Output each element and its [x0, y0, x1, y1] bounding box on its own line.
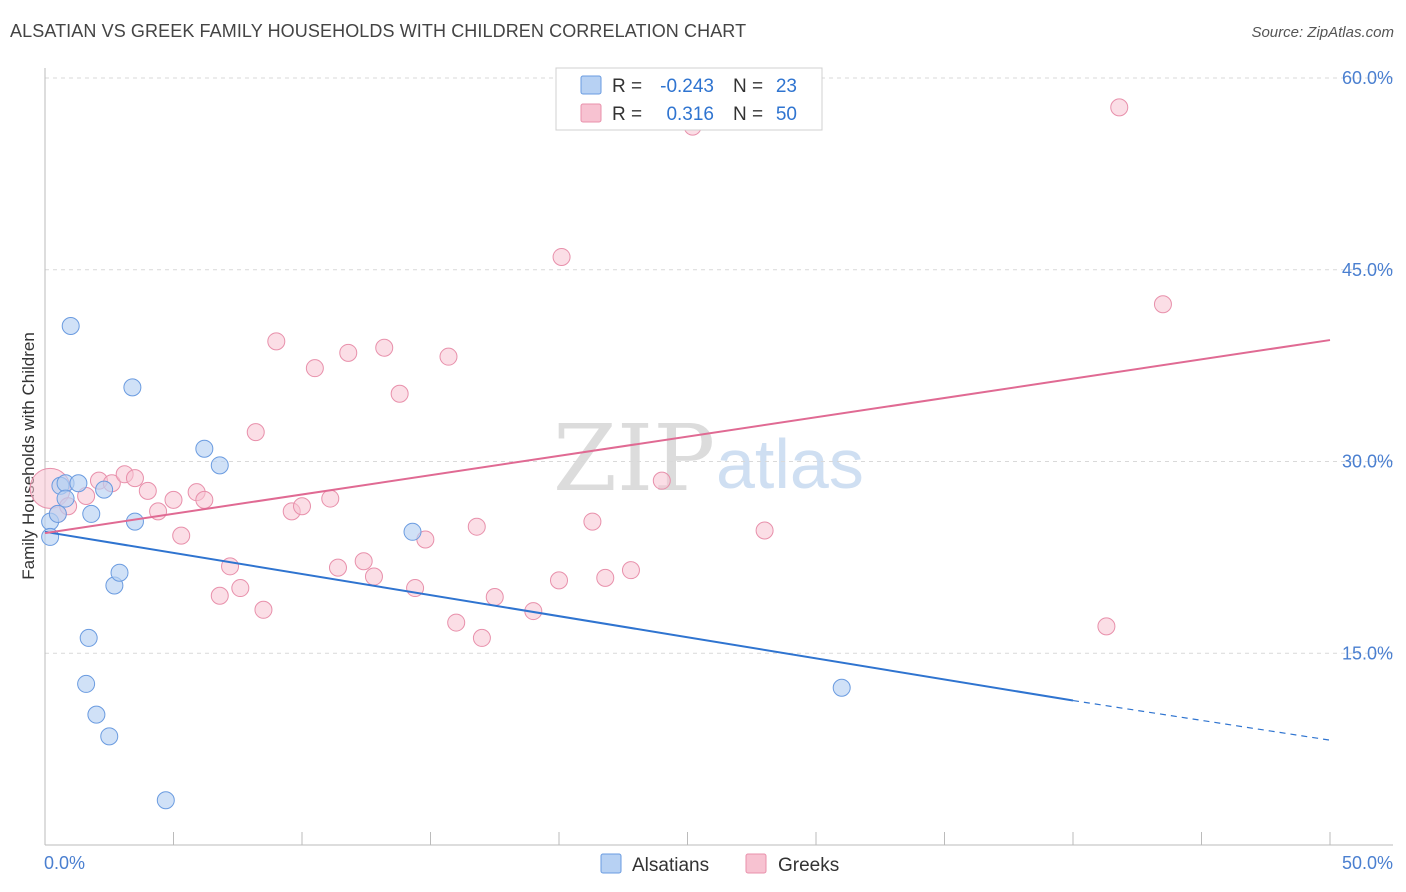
- greeks-points: [29, 98, 1172, 647]
- greeks-point: [231, 579, 250, 598]
- greeks-point: [164, 490, 183, 509]
- greeks-point: [583, 512, 602, 531]
- y-tick-labels: 15.0% 30.0% 45.0% 60.0%: [1342, 68, 1393, 663]
- legend-greeks-swatch: [745, 853, 767, 874]
- y-axis-label: Family Households with Children: [19, 332, 38, 580]
- alsatians-point: [69, 474, 88, 493]
- alsatians-point: [156, 791, 175, 810]
- chart-title: ALSATIAN VS GREEK FAMILY HOUSEHOLDS WITH…: [10, 21, 747, 41]
- alsatians-points: [41, 316, 851, 810]
- greeks-point: [267, 332, 286, 351]
- alsatians-swatch: [580, 75, 602, 95]
- greeks-point: [364, 567, 383, 586]
- greeks-trendline: [44, 339, 1331, 535]
- n-label-greeks: N =: [733, 104, 763, 125]
- greeks-point: [439, 347, 458, 366]
- greeks-point: [447, 613, 466, 632]
- alsatians-point: [56, 489, 75, 508]
- alsatians-point: [77, 674, 96, 693]
- greeks-point: [485, 588, 504, 607]
- greeks-point: [467, 517, 486, 536]
- greeks-point: [1153, 295, 1172, 314]
- alsatians-point: [123, 378, 142, 397]
- trendlines: [44, 339, 1331, 741]
- watermark-zip: ZIP: [553, 405, 715, 512]
- legend-greeks-label: Greeks: [778, 855, 839, 876]
- r-label-greeks: R =: [612, 104, 642, 125]
- greeks-point: [246, 423, 265, 442]
- greeks-point: [596, 568, 615, 587]
- greeks-point: [621, 561, 640, 580]
- alsatians-point: [61, 316, 80, 335]
- greeks-point: [1110, 98, 1129, 117]
- alsatians-point: [210, 456, 229, 475]
- alsatians-point: [95, 480, 114, 499]
- greeks-point: [293, 497, 311, 516]
- alsatians-point: [832, 678, 851, 697]
- greeks-point: [375, 338, 394, 357]
- greeks-swatch: [580, 103, 602, 123]
- alsatians-point: [82, 504, 101, 523]
- bottom-legend: Alsatians Greeks: [600, 853, 839, 876]
- watermark-atlas: atlas: [716, 425, 864, 503]
- greeks-point: [195, 490, 214, 509]
- r-value-greeks: 0.316: [666, 104, 714, 125]
- greeks-point: [390, 384, 409, 403]
- greeks-point: [550, 571, 568, 590]
- y-tick-label: 15.0%: [1342, 643, 1393, 663]
- alsatians-trendline: [44, 530, 1074, 702]
- axes: [44, 68, 1393, 846]
- greeks-point: [305, 359, 324, 378]
- alsatians-point: [403, 522, 422, 541]
- greeks-point: [254, 600, 273, 619]
- source-label: Source: ZipAtlas.com: [1251, 24, 1394, 41]
- alsatians-point: [100, 727, 119, 746]
- greeks-point: [1097, 617, 1116, 636]
- greeks-point: [339, 343, 358, 362]
- n-value-alsatians: 23: [776, 76, 797, 97]
- alsatians-point: [48, 504, 67, 523]
- greeks-point: [652, 471, 671, 490]
- alsatians-point: [79, 628, 98, 647]
- legend-alsatians-label: Alsatians: [632, 855, 709, 876]
- greeks-point: [210, 586, 229, 605]
- greeks-point: [125, 469, 144, 488]
- greeks-point: [138, 481, 157, 500]
- gridlines: [45, 77, 1393, 654]
- watermark: ZIP atlas: [553, 405, 864, 512]
- greeks-point: [472, 628, 491, 647]
- alsatians-point: [195, 439, 214, 458]
- x-tick-label-min: 0.0%: [44, 853, 85, 873]
- greeks-point: [354, 552, 373, 571]
- greeks-point: [328, 558, 347, 577]
- stats-legend: R = -0.243 N = 23 R = 0.316 N = 50: [555, 67, 823, 131]
- legend-alsatians-swatch: [600, 853, 622, 874]
- greeks-point: [321, 489, 340, 508]
- x-ticks: [173, 832, 1331, 845]
- alsatians-point: [125, 512, 144, 531]
- y-tick-label: 60.0%: [1342, 68, 1393, 88]
- y-tick-label: 45.0%: [1342, 260, 1393, 280]
- greeks-point: [552, 247, 571, 266]
- r-label-alsatians: R =: [612, 76, 642, 97]
- greeks-point: [755, 521, 774, 540]
- y-tick-label: 30.0%: [1342, 452, 1393, 472]
- n-label-alsatians: N =: [733, 76, 763, 97]
- alsatians-trendline-extension: [1072, 699, 1331, 741]
- greeks-point: [172, 526, 191, 545]
- alsatians-point: [87, 705, 106, 724]
- n-value-greeks: 50: [776, 104, 797, 125]
- alsatians-point: [110, 563, 129, 582]
- x-tick-label-max: 50.0%: [1342, 853, 1393, 873]
- r-value-alsatians: -0.243: [660, 76, 714, 97]
